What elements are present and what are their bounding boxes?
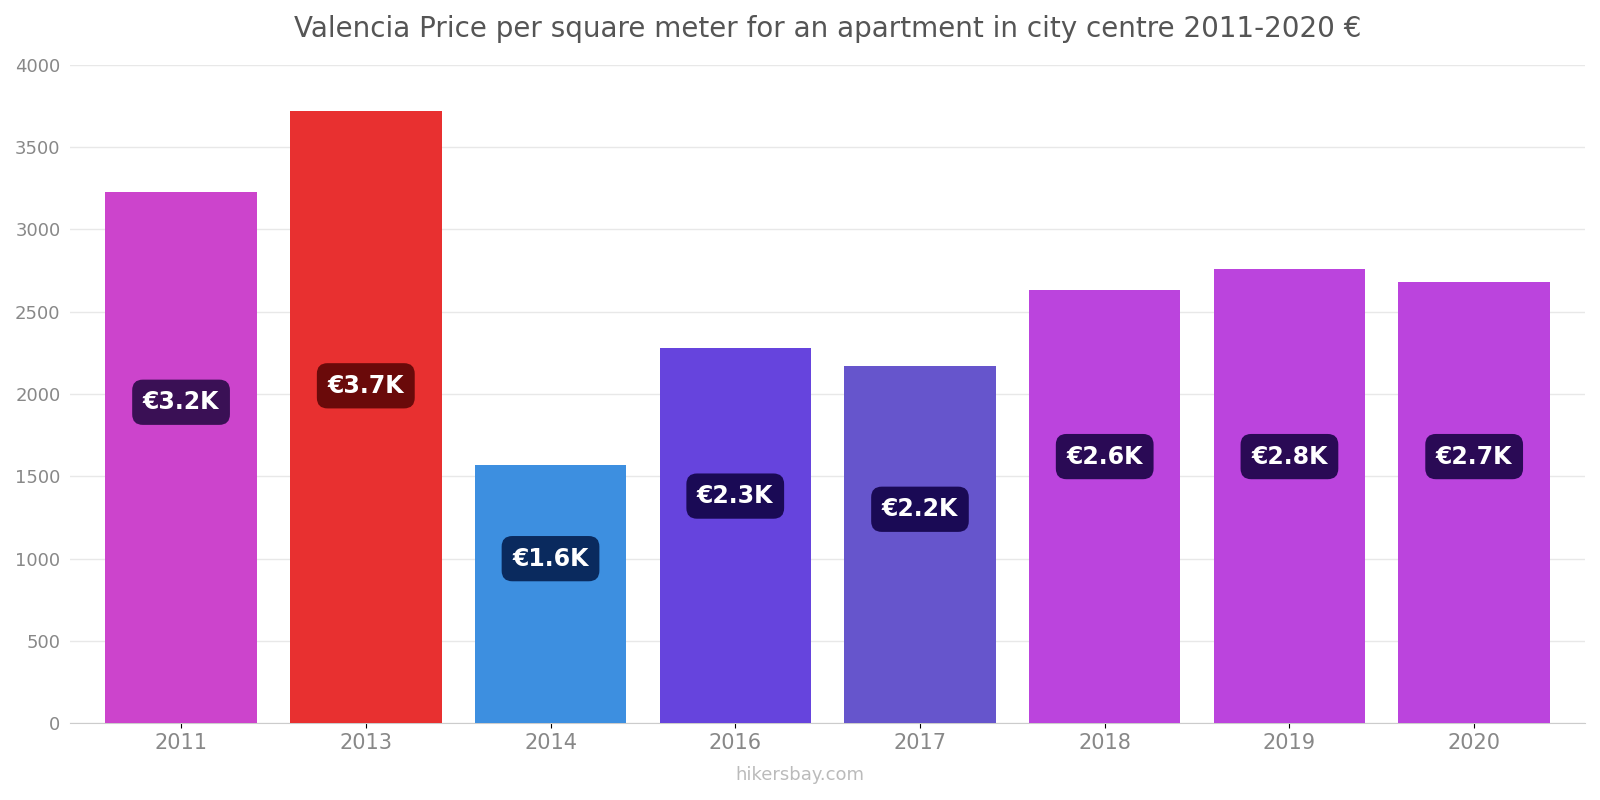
Bar bbox=[475, 465, 626, 723]
Bar bbox=[1398, 282, 1550, 723]
Text: €2.8K: €2.8K bbox=[1251, 445, 1328, 469]
Text: €1.6K: €1.6K bbox=[512, 546, 589, 570]
Text: €2.3K: €2.3K bbox=[698, 484, 773, 508]
Text: €3.7K: €3.7K bbox=[328, 374, 405, 398]
Bar bbox=[1029, 290, 1181, 723]
Text: €2.6K: €2.6K bbox=[1067, 445, 1142, 469]
Title: Valencia Price per square meter for an apartment in city centre 2011-2020 €: Valencia Price per square meter for an a… bbox=[294, 15, 1362, 43]
Text: hikersbay.com: hikersbay.com bbox=[736, 766, 864, 784]
Bar bbox=[106, 191, 256, 723]
Text: €3.2K: €3.2K bbox=[142, 390, 219, 414]
Bar bbox=[290, 111, 442, 723]
Bar bbox=[845, 366, 995, 723]
Bar bbox=[1214, 269, 1365, 723]
Text: €2.2K: €2.2K bbox=[882, 498, 958, 522]
Bar bbox=[659, 348, 811, 723]
Text: €2.7K: €2.7K bbox=[1435, 445, 1512, 469]
